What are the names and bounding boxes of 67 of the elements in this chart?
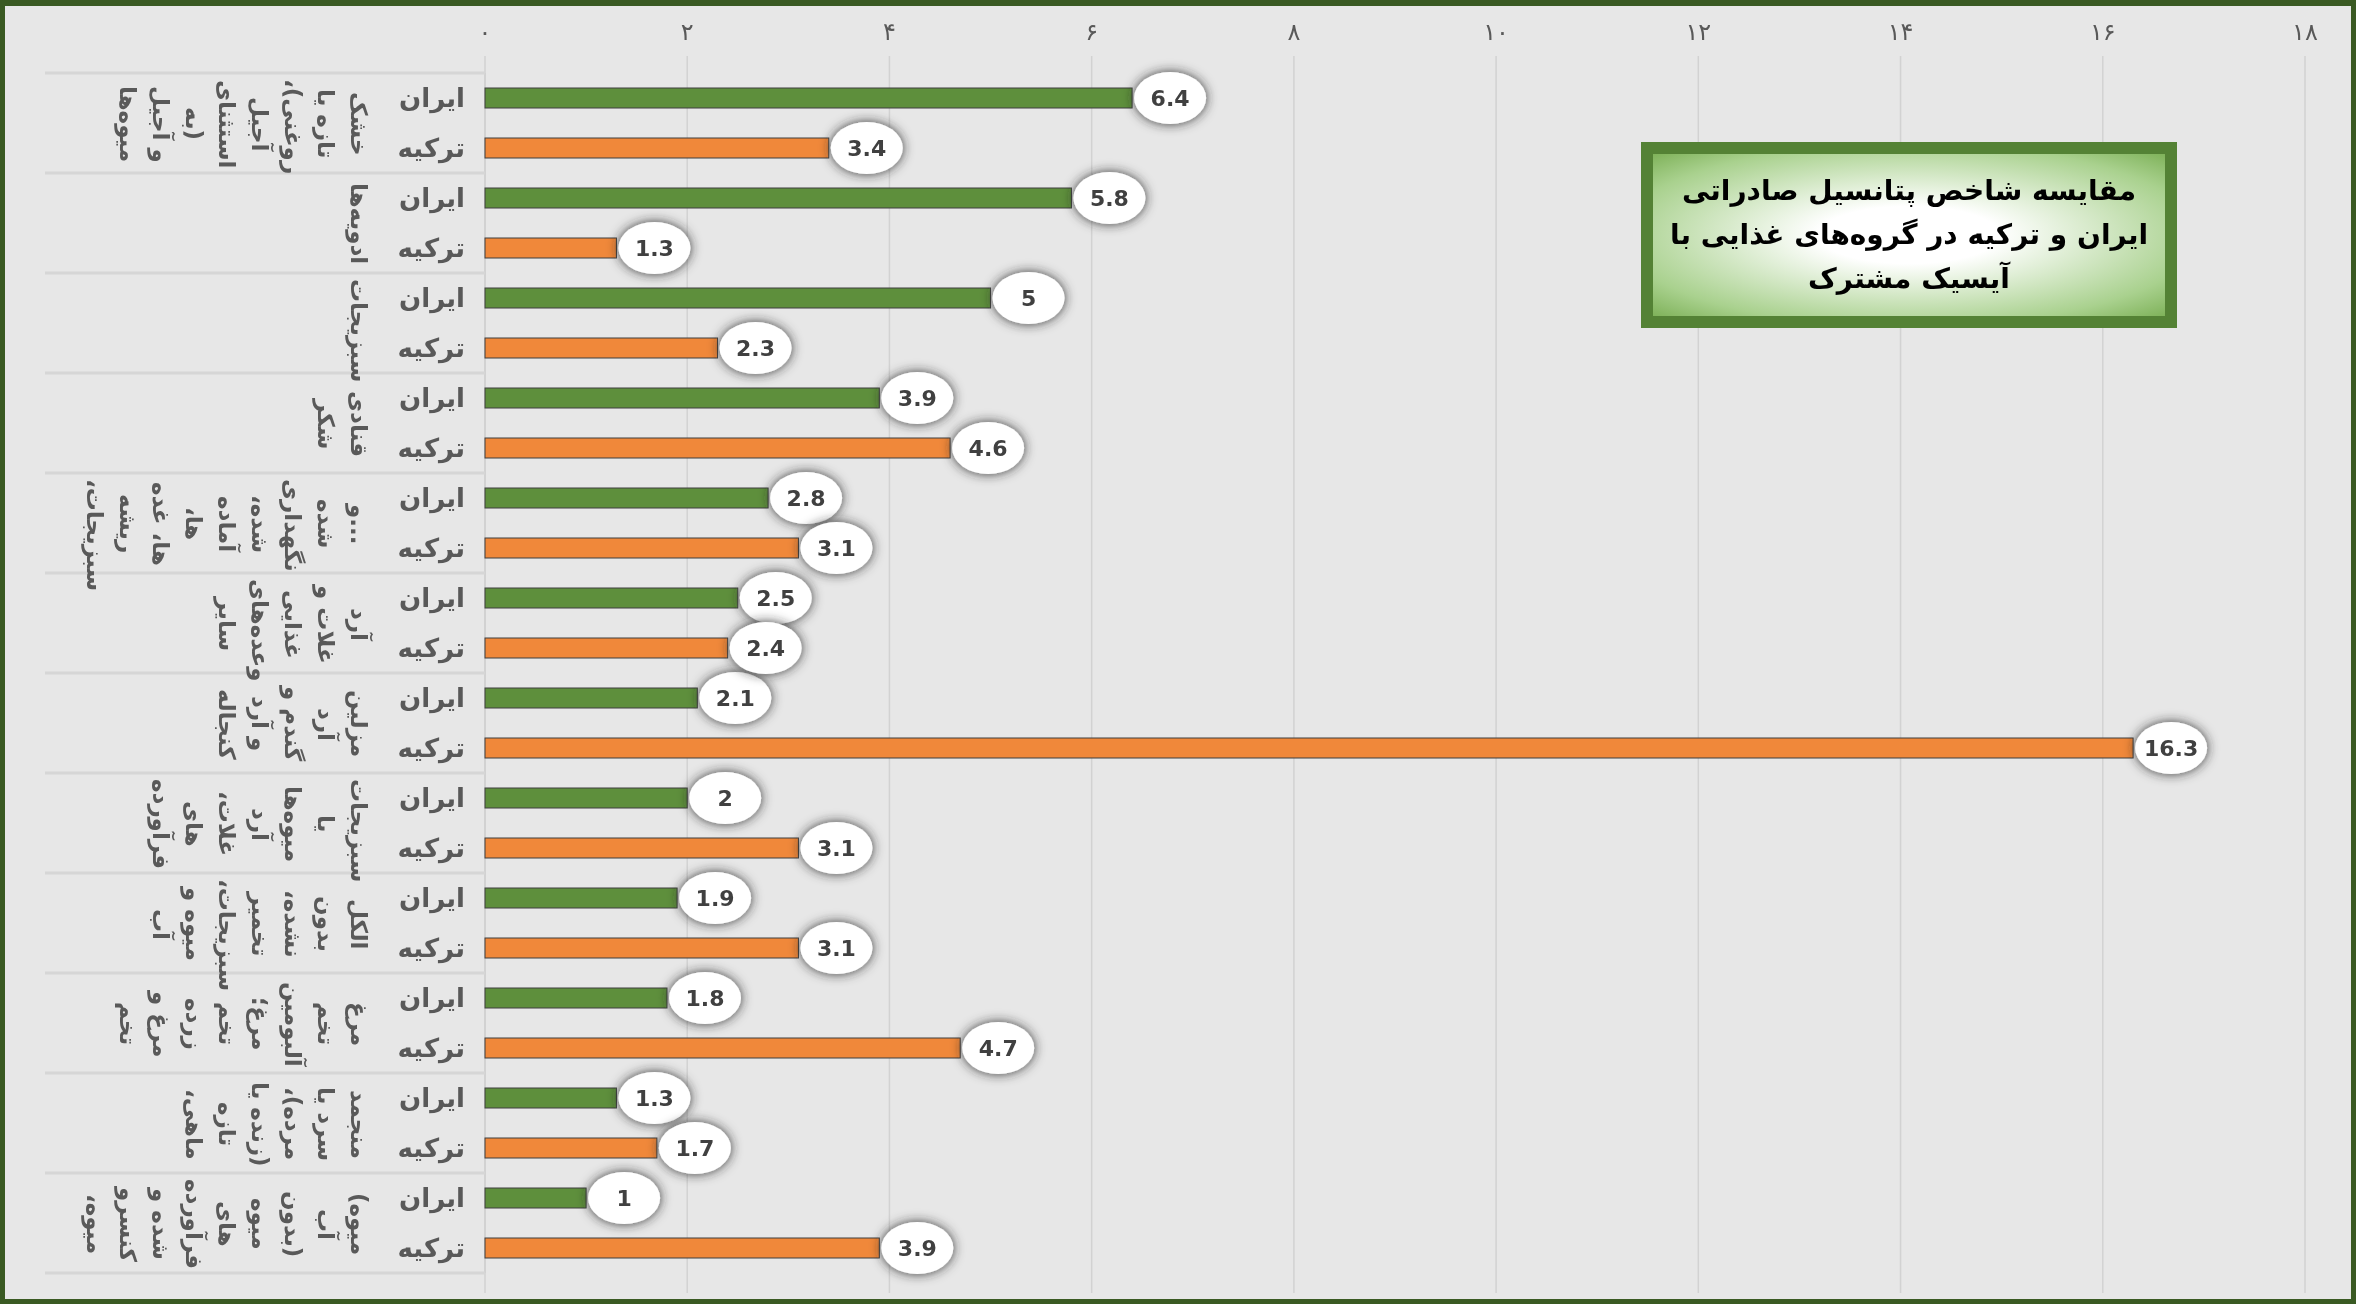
x-tick-label: ۸ [1287, 18, 1301, 46]
text: ترکیه [397, 533, 465, 563]
data-label: 1.9 [695, 886, 735, 911]
data-label: 3.1 [816, 836, 856, 861]
x-tick-label: ۱۰ [1483, 18, 1509, 46]
text: ایران [399, 383, 465, 413]
x-tick-label: ۱۸ [2292, 18, 2318, 46]
text: ایران [399, 183, 465, 213]
data-label: 2.8 [786, 486, 826, 511]
text: ایران [399, 283, 465, 313]
data-label: 3.9 [897, 386, 937, 411]
data-label: 1 [616, 1186, 632, 1211]
text: ایران [399, 883, 465, 913]
data-label: 3.4 [847, 136, 887, 161]
x-tick-label: ۱۴ [1887, 18, 1914, 46]
data-label: 3.1 [816, 536, 856, 561]
text: ایران [399, 1183, 465, 1213]
y-tick-label: کنجاله و آرد گندم و آرد مزلین [214, 686, 372, 762]
data-label: 5.8 [1089, 186, 1129, 211]
text: ترکیه [397, 933, 465, 963]
text: ترکیه [397, 733, 465, 763]
text: ترکیه [397, 833, 465, 863]
text: ایران [399, 683, 465, 713]
text: ترکیه [397, 633, 465, 663]
data-label: 4.6 [968, 436, 1008, 461]
series-label: ایران [399, 83, 465, 114]
text: ایران [399, 583, 465, 613]
x-tick-label: ۶ [1085, 18, 1099, 46]
data-label: 2.3 [736, 336, 776, 361]
text: ترکیه [397, 1233, 465, 1263]
title-box: مقایسه شاخص پتانسیل صادراتی ایران و ترکیه در گروه‌های غذایی با آیسیک مشترک [1641, 142, 2177, 328]
text: ایران [399, 983, 465, 1013]
text: ترکیه [397, 333, 465, 363]
y-tick-label: ادویه‌ها [344, 182, 373, 267]
data-label: 3.1 [816, 936, 856, 961]
data-label: 1.7 [675, 1136, 715, 1161]
y-tick-label: سبزیجات [344, 279, 373, 383]
data-label: 5 [1020, 286, 1037, 311]
text: ترکیه [397, 1033, 465, 1063]
category-label: میوه، کنسرو شده و فرآورده های میوه (بدون آب میوه) [82, 1179, 372, 1270]
x-tick-label: ۲ [680, 18, 694, 46]
x-tick-label: ۱۶ [2089, 18, 2116, 46]
data-label: 1.3 [634, 236, 674, 261]
text: ایران [399, 783, 465, 813]
text: ترکیه [397, 433, 465, 463]
text: ایران [399, 483, 465, 513]
data-label: 16.3 [2143, 736, 2199, 761]
y-tick-label: ماهی، تازه (زنده یا مرده)، سرد یا منجمد [180, 1080, 373, 1169]
data-label: 1.3 [634, 1086, 674, 1111]
data-label: 4.7 [978, 1036, 1018, 1061]
data-label: 2.1 [715, 686, 755, 711]
data-label: 2 [717, 786, 733, 811]
text: ترکیه [397, 233, 465, 263]
data-label: 1.8 [685, 986, 725, 1011]
x-tick-label: ۴ [883, 18, 896, 46]
x-tick-label: ۱۲ [1685, 18, 1712, 46]
y-tick-label: میوه‌ها و آجیل (به استثنای آجیل روغنی)، تازه یا خشک [113, 79, 373, 175]
text: ایران [399, 1083, 465, 1113]
data-label: 2.5 [756, 586, 796, 611]
y-tick-label: شکر قنادی [313, 391, 372, 457]
y-tick-label: سایر وعده‌های غذایی غلات و آرد [212, 579, 374, 682]
series-label: ترکیه [397, 133, 465, 164]
x-tick-label: ۰ [478, 18, 492, 46]
data-label: 6.4 [1150, 86, 1190, 111]
data-label: 3.9 [897, 1236, 937, 1261]
text: ترکیه [397, 1133, 465, 1163]
data-label: 2.4 [746, 636, 786, 661]
